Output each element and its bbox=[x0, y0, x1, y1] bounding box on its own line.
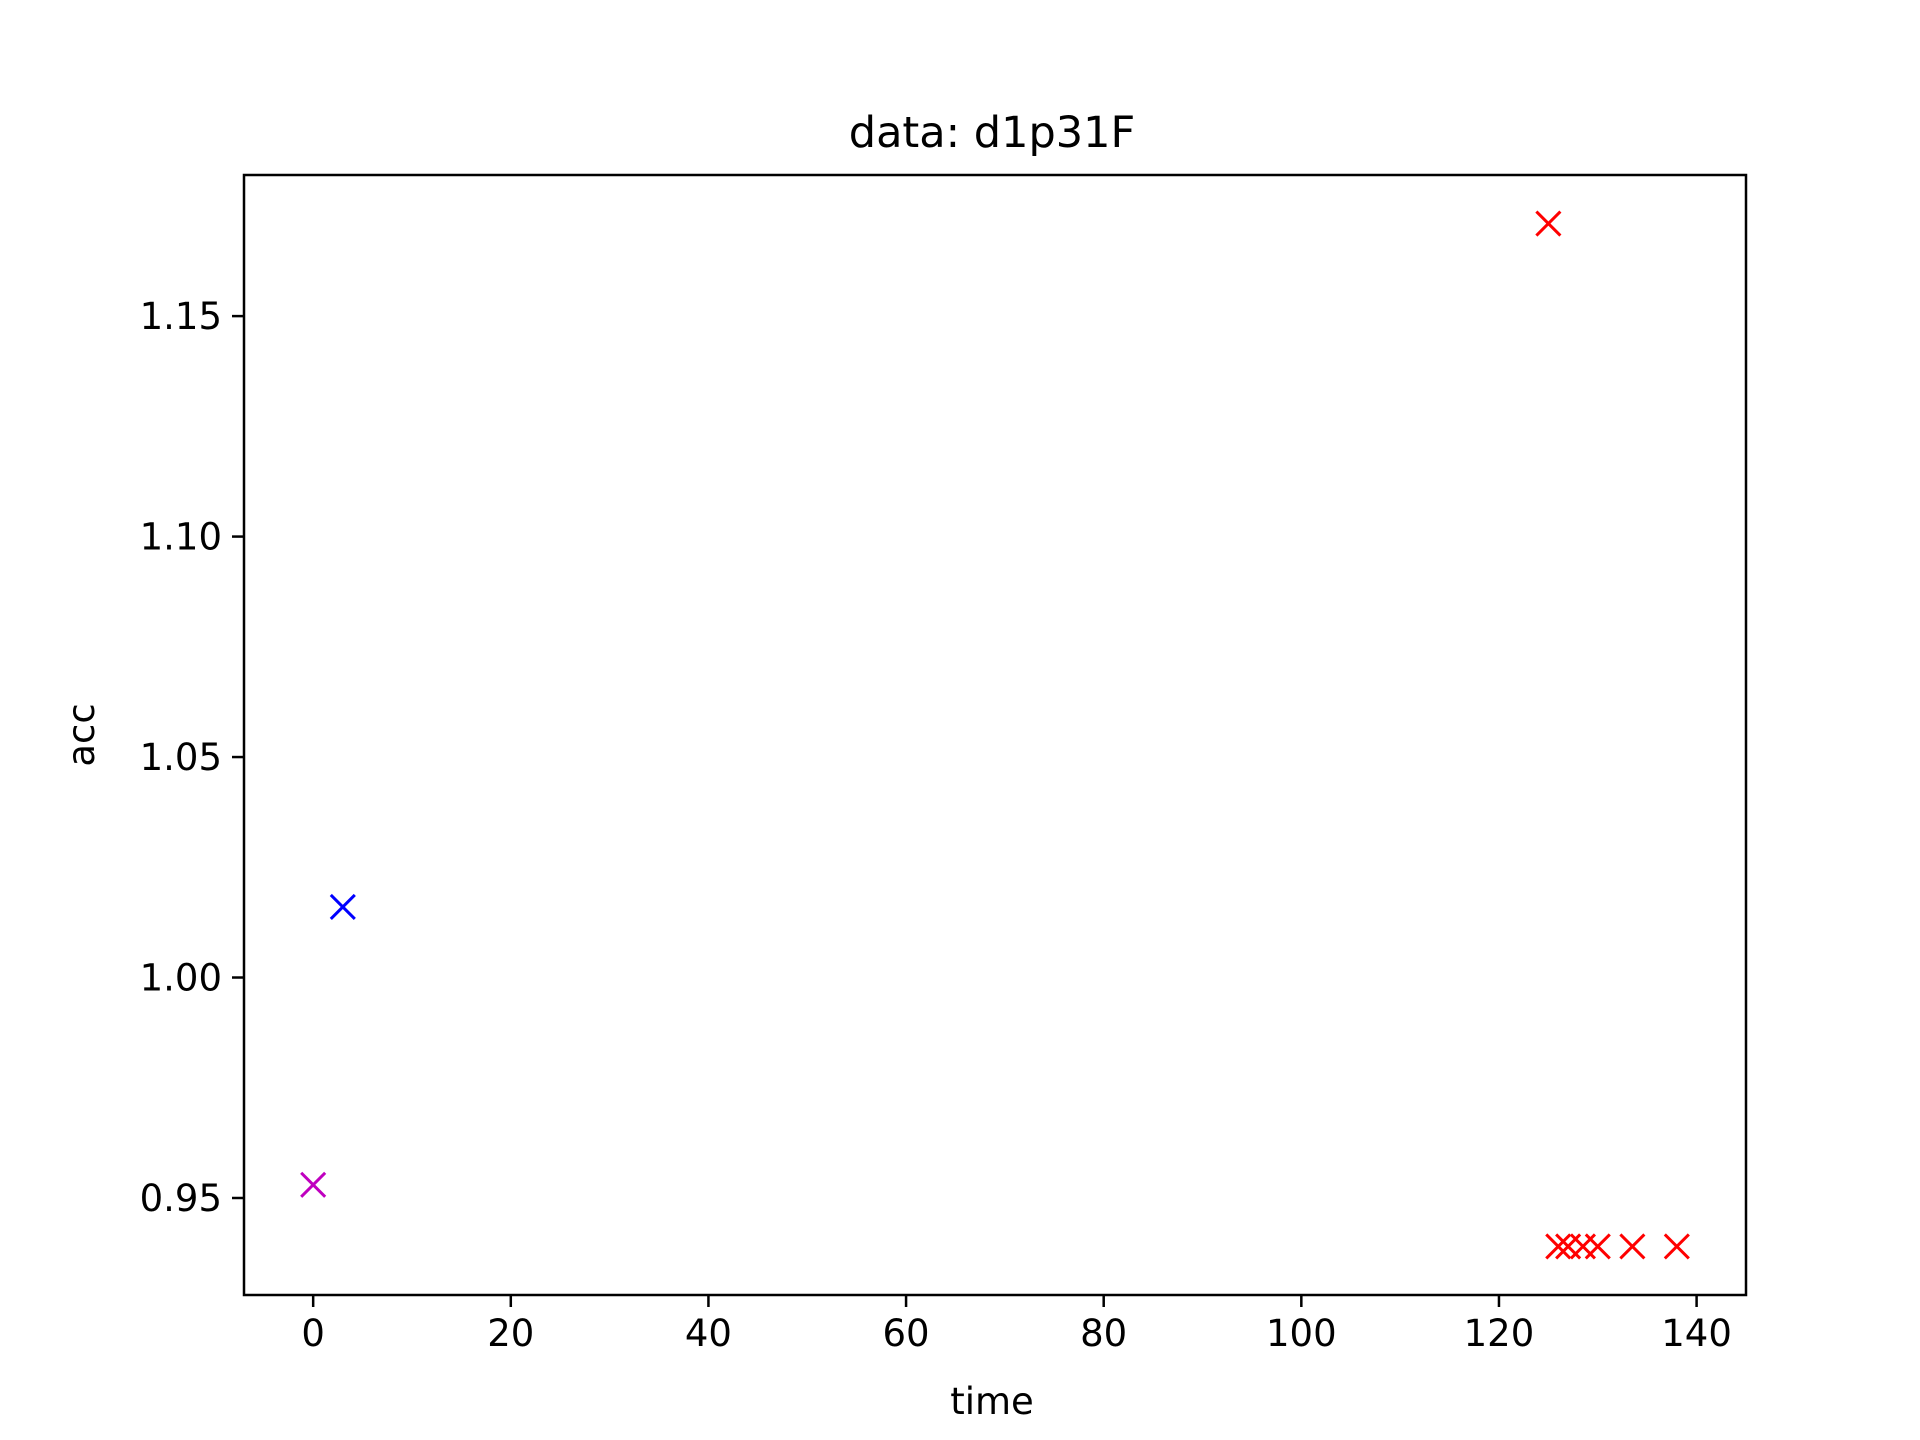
x-tick-label: 60 bbox=[883, 1312, 930, 1355]
plot-frame bbox=[242, 173, 1748, 1297]
y-tick-label: 1.15 bbox=[140, 295, 222, 338]
y-tick-label: 0.95 bbox=[140, 1177, 222, 1220]
data-point-marker bbox=[1619, 1233, 1646, 1260]
x-axis-label: time bbox=[950, 1380, 1034, 1423]
chart-title: data: d1p31F bbox=[849, 108, 1135, 158]
x-tick-label: 120 bbox=[1464, 1312, 1535, 1355]
data-point-marker bbox=[1663, 1233, 1690, 1260]
y-axis-label: acc bbox=[60, 703, 103, 766]
x-tick-label: 20 bbox=[487, 1312, 534, 1355]
data-point-marker bbox=[300, 1171, 327, 1198]
data-point-marker bbox=[1584, 1233, 1611, 1260]
y-tick-label: 1.00 bbox=[140, 957, 222, 1000]
x-tick-label: 100 bbox=[1266, 1312, 1337, 1355]
y-tick-label: 1.05 bbox=[140, 736, 222, 779]
data-point-marker bbox=[1535, 210, 1562, 237]
data-point-marker bbox=[329, 893, 356, 921]
data-point-marker bbox=[1545, 1233, 1572, 1260]
x-tick-label: 40 bbox=[685, 1312, 732, 1355]
y-tick-label: 1.10 bbox=[140, 516, 222, 559]
x-tick-label: 80 bbox=[1080, 1312, 1127, 1355]
y-axis-ticks: 0.95 1.00 1.05 1.10 1.15 bbox=[140, 295, 244, 1220]
data-points bbox=[300, 210, 1690, 1260]
x-tick-label: 140 bbox=[1661, 1312, 1732, 1355]
x-tick-label: 0 bbox=[301, 1312, 325, 1355]
x-axis-ticks: 0 20 40 60 80 100 120 140 bbox=[301, 1295, 1732, 1355]
